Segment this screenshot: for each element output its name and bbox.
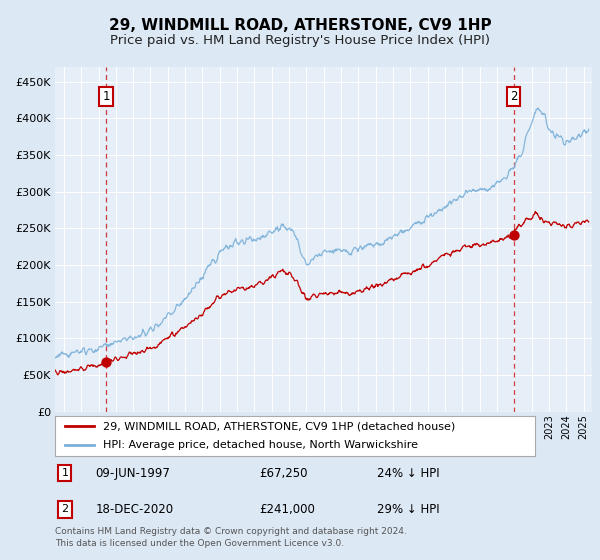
Text: 29, WINDMILL ROAD, ATHERSTONE, CV9 1HP (detached house): 29, WINDMILL ROAD, ATHERSTONE, CV9 1HP (… — [103, 421, 455, 431]
Text: 29, WINDMILL ROAD, ATHERSTONE, CV9 1HP: 29, WINDMILL ROAD, ATHERSTONE, CV9 1HP — [109, 18, 491, 32]
Text: HPI: Average price, detached house, North Warwickshire: HPI: Average price, detached house, Nort… — [103, 440, 418, 450]
Text: 2: 2 — [61, 505, 68, 515]
Text: 29% ↓ HPI: 29% ↓ HPI — [377, 503, 440, 516]
Text: Contains HM Land Registry data © Crown copyright and database right 2024.
This d: Contains HM Land Registry data © Crown c… — [55, 527, 407, 548]
Text: £241,000: £241,000 — [259, 503, 315, 516]
Text: 18-DEC-2020: 18-DEC-2020 — [95, 503, 173, 516]
Point — [509, 231, 518, 240]
Text: 1: 1 — [61, 468, 68, 478]
Text: 2: 2 — [510, 90, 517, 103]
Text: Price paid vs. HM Land Registry's House Price Index (HPI): Price paid vs. HM Land Registry's House … — [110, 34, 490, 47]
Text: 09-JUN-1997: 09-JUN-1997 — [95, 467, 170, 480]
Text: £67,250: £67,250 — [259, 467, 308, 480]
Point — [101, 358, 111, 367]
Text: 24% ↓ HPI: 24% ↓ HPI — [377, 467, 440, 480]
Text: 1: 1 — [103, 90, 110, 103]
